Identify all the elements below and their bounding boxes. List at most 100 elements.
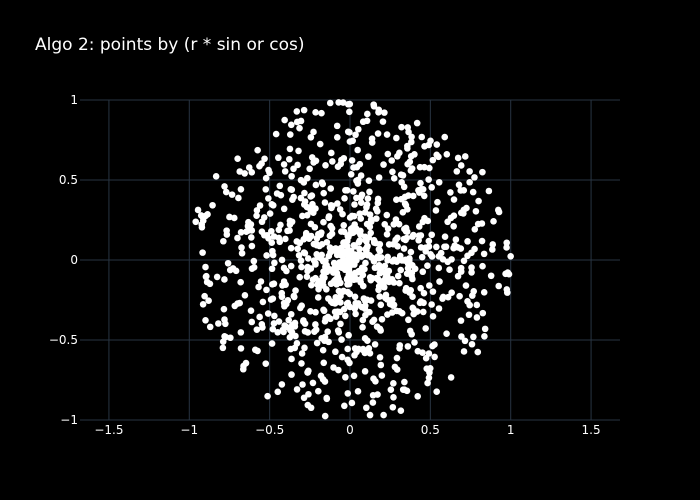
x-tick-label: 1 bbox=[507, 423, 515, 437]
scatter-point bbox=[434, 198, 441, 206]
scatter-point bbox=[304, 255, 312, 262]
scatter-point bbox=[427, 137, 434, 145]
scatter-point bbox=[403, 270, 411, 277]
scatter-point bbox=[435, 178, 443, 186]
scatter-point bbox=[495, 208, 503, 216]
scatter-point bbox=[411, 265, 419, 273]
scatter-point bbox=[376, 325, 384, 333]
scatter-point bbox=[304, 264, 312, 272]
scatter-point bbox=[355, 125, 362, 133]
scatter-point bbox=[456, 292, 463, 300]
scatter-point bbox=[435, 305, 443, 312]
scatter-point bbox=[394, 272, 402, 280]
x-tick-label: 1.5 bbox=[582, 423, 601, 437]
scatter-point bbox=[330, 364, 337, 371]
scatter-point bbox=[277, 221, 284, 229]
scatter-point bbox=[291, 293, 298, 301]
scatter-point bbox=[255, 283, 262, 291]
scatter-point bbox=[286, 334, 294, 341]
scatter-point bbox=[410, 231, 417, 239]
scatter-point bbox=[413, 119, 421, 127]
scatter-point bbox=[258, 160, 265, 167]
scatter-point bbox=[363, 117, 371, 125]
scatter-point bbox=[363, 201, 371, 208]
scatter-point bbox=[192, 218, 200, 226]
scatter-point bbox=[336, 259, 343, 266]
scatter-point bbox=[300, 106, 308, 114]
scatter-point bbox=[253, 207, 261, 214]
scatter-point bbox=[378, 372, 386, 379]
scatter-point bbox=[466, 178, 473, 186]
scatter-point bbox=[428, 231, 436, 239]
scatter-point bbox=[269, 295, 277, 302]
scatter-point bbox=[448, 289, 455, 297]
scatter-point bbox=[320, 359, 328, 367]
scatter-point bbox=[429, 288, 437, 295]
scatter-point bbox=[375, 262, 383, 269]
scatter-point bbox=[264, 392, 271, 400]
scatter-point bbox=[272, 130, 280, 138]
scatter-point bbox=[433, 141, 441, 148]
scatter-point bbox=[310, 257, 318, 264]
x-tick-label: 0.5 bbox=[421, 423, 440, 437]
scatter-point bbox=[220, 237, 227, 245]
scatter-point bbox=[320, 307, 328, 315]
scatter-point bbox=[395, 220, 403, 228]
scatter-point bbox=[266, 169, 273, 177]
scatter-point bbox=[248, 318, 256, 326]
scatter-point bbox=[309, 379, 317, 387]
scatter-point bbox=[286, 155, 293, 163]
scatter-point bbox=[376, 269, 384, 277]
scatter-point bbox=[293, 108, 301, 115]
scatter-point bbox=[453, 168, 461, 175]
scatter-point bbox=[304, 329, 312, 336]
scatter-point bbox=[473, 314, 481, 321]
scatter-point bbox=[371, 341, 379, 348]
scatter-point bbox=[346, 108, 353, 116]
scatter-point bbox=[286, 131, 294, 138]
scatter-point bbox=[478, 237, 486, 245]
scatter-point bbox=[307, 232, 315, 240]
scatter-point bbox=[433, 388, 441, 396]
scatter-point bbox=[336, 308, 344, 316]
scatter-point bbox=[314, 387, 322, 395]
scatter-point bbox=[340, 287, 347, 295]
scatter-point bbox=[404, 343, 412, 350]
scatter-point bbox=[206, 280, 214, 288]
scatter-point bbox=[357, 172, 365, 179]
scatter-point bbox=[355, 239, 363, 246]
scatter-point bbox=[325, 295, 332, 302]
scatter-point bbox=[266, 210, 274, 217]
scatter-point bbox=[390, 301, 398, 309]
scatter-point bbox=[194, 206, 202, 214]
scatter-point bbox=[429, 313, 437, 320]
scatter-point bbox=[328, 149, 335, 157]
scatter-point bbox=[295, 251, 303, 259]
y-tick-label: −0.5 bbox=[49, 333, 78, 347]
scatter-point bbox=[466, 301, 474, 309]
scatter-point bbox=[296, 273, 304, 281]
data-points bbox=[192, 99, 514, 420]
scatter-point bbox=[454, 272, 462, 280]
scatter-point bbox=[465, 311, 473, 319]
scatter-point bbox=[328, 230, 336, 238]
scatter-point bbox=[335, 287, 343, 295]
scatter-point bbox=[281, 168, 289, 175]
scatter-point bbox=[425, 374, 433, 382]
scatter-point bbox=[418, 185, 425, 193]
scatter-point bbox=[327, 185, 335, 192]
scatter-point bbox=[458, 333, 465, 340]
scatter-point bbox=[199, 301, 207, 308]
scatter-point bbox=[358, 264, 366, 272]
scatter-point bbox=[489, 246, 496, 253]
scatter-point bbox=[460, 210, 467, 217]
scatter-point bbox=[342, 187, 349, 194]
scatter-point bbox=[275, 234, 283, 242]
scatter-point bbox=[407, 152, 415, 160]
scatter-point bbox=[340, 222, 348, 229]
scatter-point bbox=[221, 333, 228, 340]
scatter-point bbox=[357, 199, 365, 206]
scatter-point bbox=[286, 145, 294, 153]
scatter-point bbox=[366, 252, 373, 259]
